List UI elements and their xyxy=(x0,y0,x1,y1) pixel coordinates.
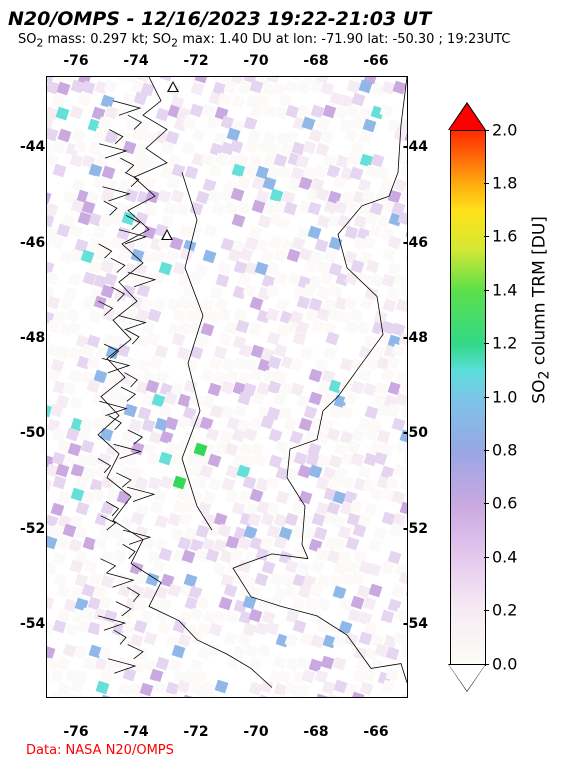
colorbar-label: SO2 column TRM [DU] xyxy=(529,216,552,404)
colorbar-under-triangle xyxy=(449,665,485,691)
map-panel: -76-74-72-70-68-66 -44-46-48-50-52-54 -4… xyxy=(16,54,426,744)
chart-container: -76-74-72-70-68-66 -44-46-48-50-52-54 -4… xyxy=(8,54,577,744)
colorbar-over-triangle xyxy=(449,104,485,130)
coastline-layer xyxy=(47,77,407,697)
data-attribution: Data: NASA N20/OMPS xyxy=(26,743,174,758)
map-frame xyxy=(46,76,408,698)
chart-title: N20/OMPS - 12/16/2023 19:22-21:03 UT xyxy=(8,8,577,30)
chart-subtitle: SO2 mass: 0.297 kt; SO2 max: 1.40 DU at … xyxy=(18,32,577,50)
colorbar-panel: 0.00.20.40.60.81.01.21.41.61.82.0 SO2 co… xyxy=(436,102,576,722)
colorbar xyxy=(450,130,486,666)
